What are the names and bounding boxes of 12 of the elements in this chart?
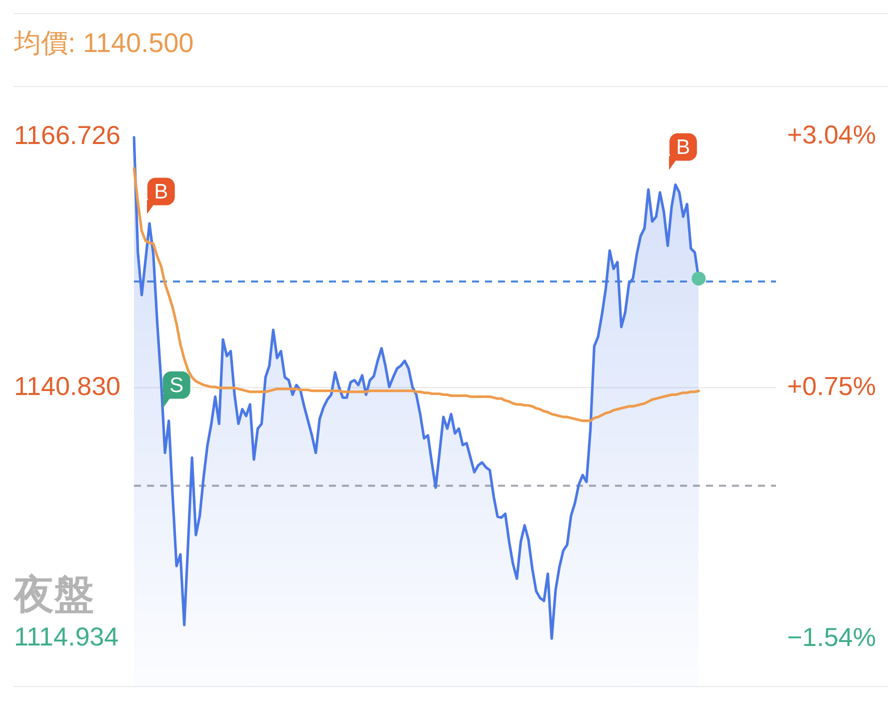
y2-tick-label: +0.75% — [787, 370, 876, 401]
y2-tick-label: −1.54% — [787, 622, 876, 652]
data-label: B — [676, 136, 690, 159]
y-tick-label: 1114.934 — [14, 621, 119, 652]
y2-tick-label: +3.04% — [787, 120, 876, 150]
data-label: B — [154, 180, 168, 204]
chart-title: 均價: 1140.500 — [14, 27, 194, 60]
y-tick-label: 1166.726 — [14, 120, 121, 150]
y-tick-label: 1140.830 — [14, 370, 121, 401]
point — [692, 272, 706, 286]
data-label: S — [170, 374, 184, 397]
text: 夜盤 — [14, 572, 94, 618]
